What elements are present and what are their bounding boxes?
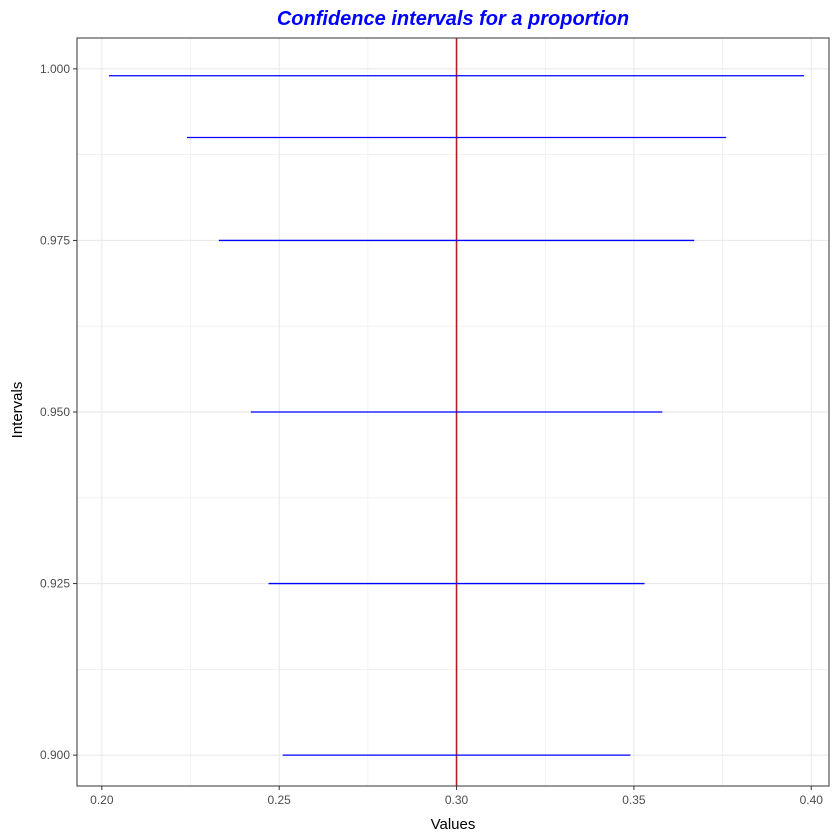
y-tick-label: 0.950 xyxy=(40,405,70,419)
x-tick-label: 0.40 xyxy=(800,793,824,807)
x-tick-label: 0.30 xyxy=(445,793,469,807)
y-tick-label: 0.900 xyxy=(40,748,70,762)
x-tick-label: 0.20 xyxy=(90,793,114,807)
intervals-layer xyxy=(108,75,805,756)
chart-title: Confidence intervals for a proportion xyxy=(277,8,629,30)
x-tick-label: 0.25 xyxy=(268,793,292,807)
y-axis: 0.900 0.925 0.950 0.975 1.000 xyxy=(40,62,77,762)
x-axis: 0.20 0.25 0.30 0.35 0.40 xyxy=(90,786,823,807)
y-tick-label: 0.975 xyxy=(40,233,70,247)
x-axis-title: Values xyxy=(431,816,476,833)
y-axis-title: Intervals xyxy=(9,382,26,439)
y-tick-label: 1.000 xyxy=(40,62,70,76)
x-tick-label: 0.35 xyxy=(622,793,646,807)
y-tick-label: 0.925 xyxy=(40,577,70,591)
